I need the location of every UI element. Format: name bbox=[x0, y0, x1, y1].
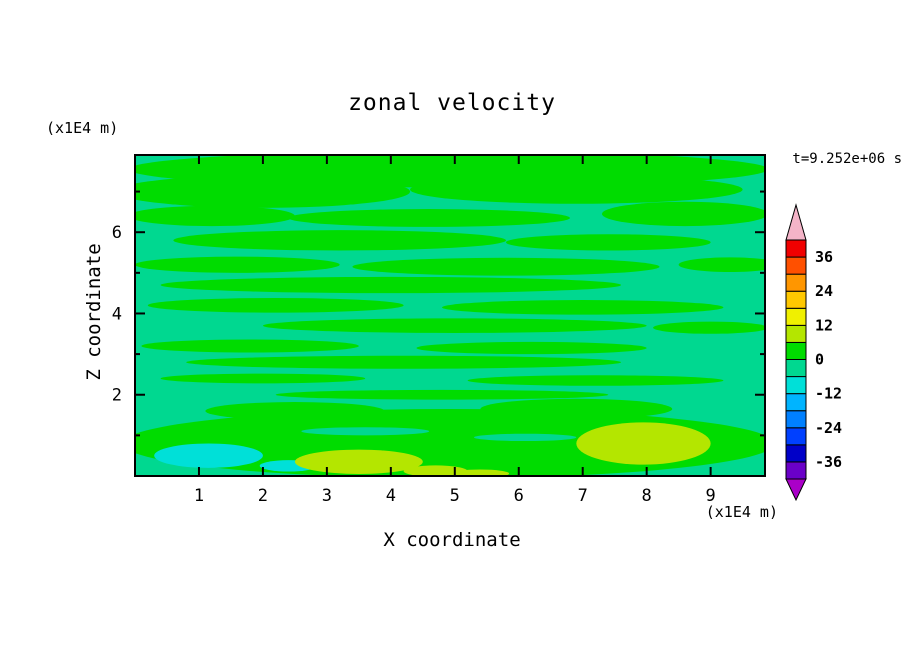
colorbar-segment bbox=[785, 376, 807, 395]
colorbar-segment bbox=[785, 427, 807, 446]
y-tick-label: 2 bbox=[112, 386, 122, 406]
colorbar-tick-label: 0 bbox=[815, 351, 824, 369]
y-tick-label: 6 bbox=[112, 223, 122, 243]
contour-region bbox=[160, 276, 622, 294]
colorbar-segment bbox=[785, 461, 807, 480]
contour-region bbox=[173, 230, 506, 251]
colorbar-tick-label: -12 bbox=[815, 385, 842, 403]
timestamp-label: t=9.252e+06 s bbox=[792, 151, 902, 167]
contour-region bbox=[352, 257, 660, 276]
contour-region bbox=[451, 469, 510, 476]
x-tick-label: 9 bbox=[706, 486, 716, 506]
contour-region bbox=[410, 175, 743, 204]
colorbar-tick-label: 24 bbox=[815, 282, 833, 300]
colorbar-segment bbox=[785, 359, 807, 378]
contour-region bbox=[576, 422, 711, 465]
contour-region bbox=[480, 398, 673, 420]
colorbar-segment bbox=[785, 341, 807, 360]
colorbar-segment bbox=[785, 393, 807, 412]
x-tick-label: 6 bbox=[514, 486, 524, 506]
colorbar-tick-label: -36 bbox=[815, 453, 842, 471]
contour-region bbox=[601, 201, 765, 227]
contour-region bbox=[205, 402, 385, 420]
contour-region bbox=[442, 300, 724, 315]
contour-region bbox=[288, 209, 570, 227]
x-tick-label: 8 bbox=[642, 486, 652, 506]
x-tick-label: 2 bbox=[258, 486, 268, 506]
colorbar-tick-label: 12 bbox=[815, 316, 833, 334]
colorbar-segment bbox=[785, 307, 807, 326]
contour-region bbox=[154, 443, 263, 468]
colorbar-over-arrow bbox=[785, 203, 807, 241]
contour-region bbox=[653, 321, 765, 334]
contour-region bbox=[275, 389, 609, 400]
contour-blobs bbox=[135, 155, 765, 476]
contour-region bbox=[678, 257, 765, 273]
contour-region bbox=[262, 318, 647, 333]
contour-region bbox=[160, 373, 366, 384]
colorbar-segment bbox=[785, 290, 807, 309]
colorbar-segment bbox=[785, 324, 807, 343]
colorbar-segment bbox=[785, 239, 807, 258]
x-tick-label: 3 bbox=[322, 486, 332, 506]
contour-region bbox=[505, 234, 711, 251]
plot-frame bbox=[134, 154, 766, 477]
colorbar-segment bbox=[785, 256, 807, 275]
colorbar-segment bbox=[785, 444, 807, 463]
colorbar-under-arrow bbox=[785, 478, 807, 502]
x-axis-title: X coordinate bbox=[383, 529, 521, 551]
contour-region bbox=[186, 355, 622, 369]
contour-region bbox=[467, 375, 724, 386]
x-tick-label: 4 bbox=[386, 486, 396, 506]
x-tick-label: 5 bbox=[450, 486, 460, 506]
colorbar-tick-label: -24 bbox=[815, 419, 842, 437]
contour-region bbox=[416, 341, 647, 355]
x-tick-label: 7 bbox=[578, 486, 588, 506]
contour-region bbox=[473, 433, 577, 442]
colorbar-segment bbox=[785, 410, 807, 429]
contour-region bbox=[135, 205, 295, 227]
contour-region bbox=[147, 298, 404, 313]
contour-region bbox=[294, 449, 423, 474]
contour-region bbox=[301, 427, 430, 436]
y-axis-unit-label: (x1E4 m) bbox=[46, 119, 119, 137]
contour-region bbox=[403, 465, 468, 476]
y-tick-label: 4 bbox=[112, 304, 122, 324]
x-tick-label: 1 bbox=[194, 486, 204, 506]
colorbar-tick-label: 36 bbox=[815, 248, 833, 266]
contour-region bbox=[141, 339, 359, 353]
colorbar-segment bbox=[785, 273, 807, 292]
chart-title: zonal velocity bbox=[348, 90, 556, 116]
contour-region bbox=[135, 256, 340, 273]
x-axis-unit-label: (x1E4 m) bbox=[705, 503, 778, 521]
contour-region bbox=[135, 175, 410, 208]
